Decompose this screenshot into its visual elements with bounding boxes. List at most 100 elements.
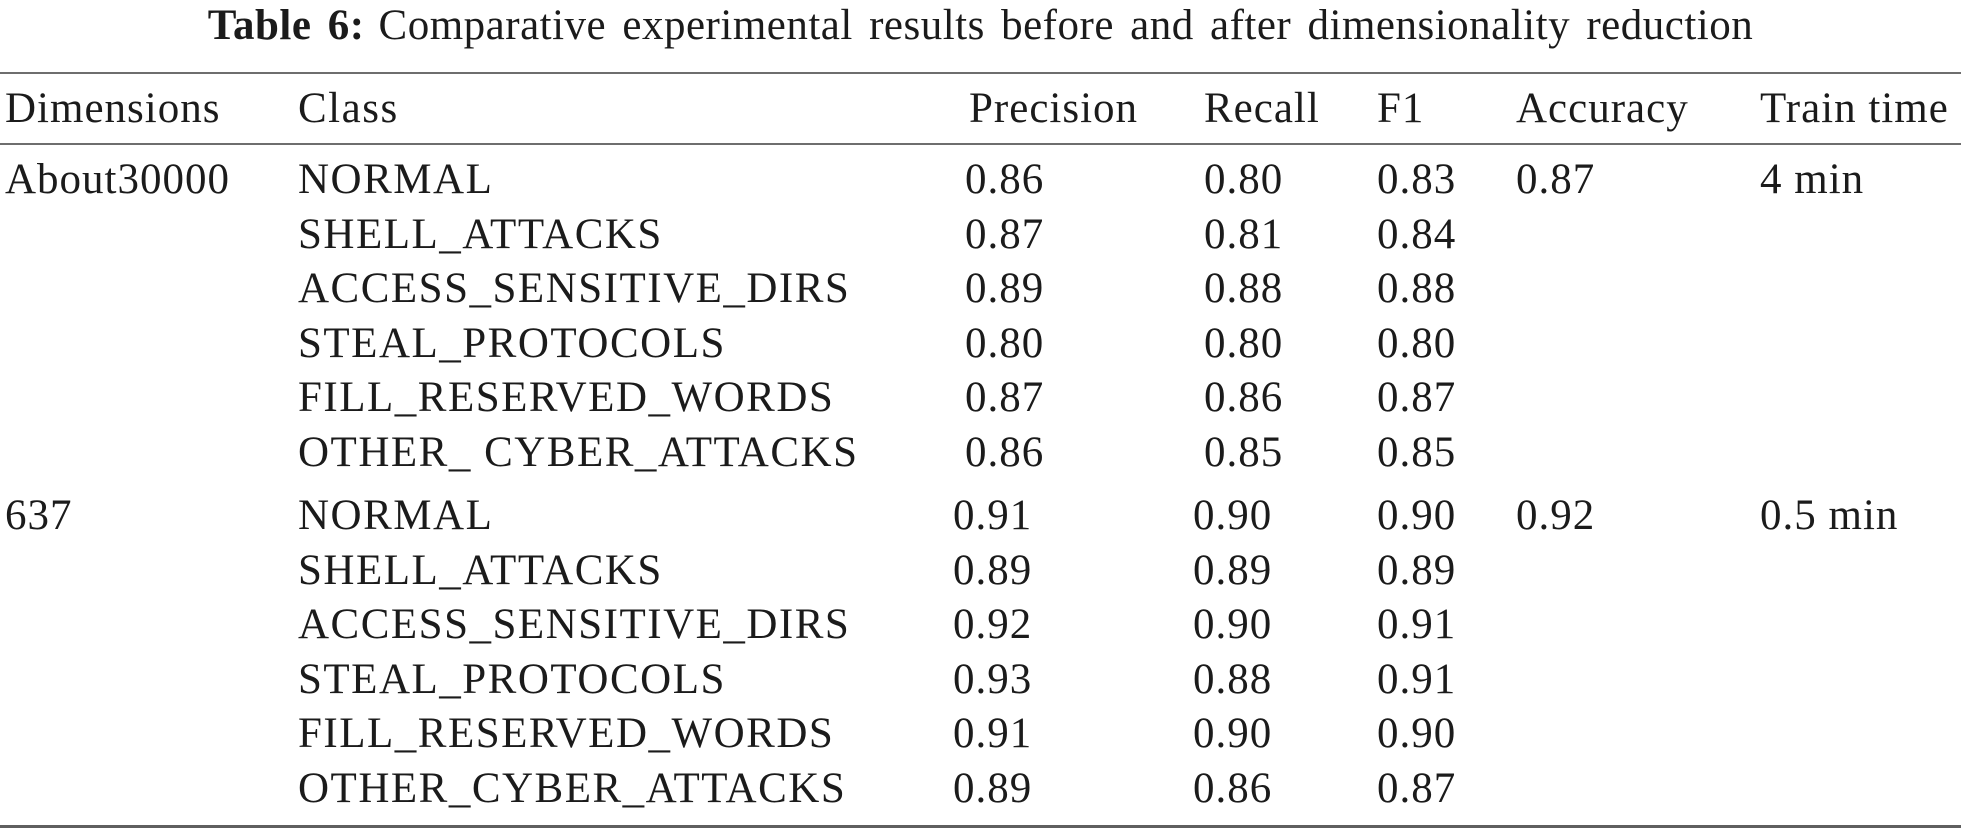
f1-cell: 0.84 bbox=[1377, 210, 1457, 258]
table-caption-label: Table 6: bbox=[207, 2, 365, 49]
class-cell: OTHER_CYBER_ATTACKS bbox=[298, 764, 847, 812]
class-cell: OTHER_ CYBER_ATTACKS bbox=[298, 428, 859, 476]
recall-cell: 0.86 bbox=[1204, 374, 1284, 421]
accuracy-cell bbox=[1516, 426, 1760, 481]
column-header-f1: F1 bbox=[1377, 85, 1425, 132]
table-row: SHELL_ATTACKS 0.89 0.89 0.89 bbox=[0, 544, 1961, 599]
table-row: About30000 NORMAL 0.86 0.80 0.83 0.87 4 … bbox=[0, 153, 1961, 208]
f1-cell: 0.91 bbox=[1377, 655, 1457, 703]
class-cell: STEAL_PROTOCOLS bbox=[298, 319, 726, 367]
class-cell: FILL_RESERVED_WORDS bbox=[298, 710, 835, 757]
recall-cell: 0.80 bbox=[1204, 319, 1284, 367]
recall-cell: 0.90 bbox=[1193, 601, 1273, 648]
class-cell: STEAL_PROTOCOLS bbox=[298, 655, 726, 703]
accuracy-cell bbox=[1516, 317, 1760, 372]
precision-cell: 0.87 bbox=[965, 210, 1045, 258]
train-time-cell bbox=[1760, 544, 1961, 599]
accuracy-cell bbox=[1516, 707, 1760, 762]
accuracy-cell bbox=[1516, 208, 1760, 263]
recall-cell: 0.86 bbox=[1193, 764, 1273, 812]
class-cell: ACCESS_SENSITIVE_DIRS bbox=[298, 265, 851, 312]
dimensions-cell bbox=[0, 426, 298, 481]
f1-cell: 0.87 bbox=[1377, 374, 1457, 421]
table-row: STEAL_PROTOCOLS 0.93 0.88 0.91 bbox=[0, 653, 1961, 708]
f1-cell: 0.91 bbox=[1377, 601, 1457, 648]
precision-cell: 0.87 bbox=[965, 374, 1045, 421]
precision-cell: 0.89 bbox=[953, 546, 1033, 594]
train-time-cell: 0.5 min bbox=[1760, 492, 1899, 539]
column-header-recall: Recall bbox=[1204, 85, 1320, 132]
precision-cell: 0.86 bbox=[965, 156, 1045, 203]
column-header-dimensions: Dimensions bbox=[5, 85, 221, 132]
recall-cell: 0.80 bbox=[1204, 156, 1284, 203]
class-cell: SHELL_ATTACKS bbox=[298, 210, 663, 258]
table-row: OTHER_CYBER_ATTACKS 0.89 0.86 0.87 bbox=[0, 762, 1961, 817]
accuracy-cell bbox=[1516, 598, 1760, 653]
dimensions-cell bbox=[0, 544, 298, 599]
column-header-train-time: Train time bbox=[1760, 85, 1949, 132]
table-body: About30000 NORMAL 0.86 0.80 0.83 0.87 4 … bbox=[0, 153, 1961, 828]
train-time-cell bbox=[1760, 762, 1961, 817]
dimension-group-before-reduction: About30000 NORMAL 0.86 0.80 0.83 0.87 4 … bbox=[0, 153, 1961, 480]
train-time-cell bbox=[1760, 262, 1961, 317]
train-time-cell bbox=[1760, 707, 1961, 762]
table-header-row: Dimensions Class Precision Recall F1 Acc… bbox=[0, 72, 1961, 145]
train-time-cell bbox=[1760, 317, 1961, 372]
train-time-cell: 4 min bbox=[1760, 156, 1865, 203]
class-cell: NORMAL bbox=[298, 492, 494, 539]
recall-cell: 0.81 bbox=[1204, 210, 1284, 258]
table-caption-text: Comparative experimental results before … bbox=[378, 2, 1754, 49]
dimensions-cell bbox=[0, 653, 298, 708]
class-cell: FILL_RESERVED_WORDS bbox=[298, 374, 835, 421]
class-cell: NORMAL bbox=[298, 156, 494, 203]
accuracy-cell: 0.92 bbox=[1516, 492, 1596, 539]
accuracy-cell: 0.87 bbox=[1516, 156, 1596, 203]
f1-cell: 0.89 bbox=[1377, 546, 1457, 594]
recall-cell: 0.88 bbox=[1204, 265, 1284, 312]
column-header-accuracy: Accuracy bbox=[1516, 85, 1689, 132]
train-time-cell bbox=[1760, 653, 1961, 708]
accuracy-cell bbox=[1516, 371, 1760, 426]
table-row: ACCESS_SENSITIVE_DIRS 0.89 0.88 0.88 bbox=[0, 262, 1961, 317]
accuracy-cell bbox=[1516, 544, 1760, 599]
dimensions-cell bbox=[0, 598, 298, 653]
table-row: ACCESS_SENSITIVE_DIRS 0.92 0.90 0.91 bbox=[0, 598, 1961, 653]
precision-cell: 0.91 bbox=[953, 710, 1033, 757]
precision-cell: 0.86 bbox=[965, 428, 1045, 476]
f1-cell: 0.85 bbox=[1377, 428, 1457, 476]
recall-cell: 0.89 bbox=[1193, 546, 1273, 594]
precision-cell: 0.92 bbox=[953, 601, 1033, 648]
precision-cell: 0.91 bbox=[953, 492, 1033, 539]
dimensions-cell bbox=[0, 317, 298, 372]
train-time-cell bbox=[1760, 208, 1961, 263]
train-time-cell bbox=[1760, 426, 1961, 481]
table-row: FILL_RESERVED_WORDS 0.87 0.86 0.87 bbox=[0, 371, 1961, 426]
table-row: SHELL_ATTACKS 0.87 0.81 0.84 bbox=[0, 208, 1961, 263]
dimensions-cell: 637 bbox=[5, 492, 73, 539]
dimensions-cell bbox=[0, 707, 298, 762]
accuracy-cell bbox=[1516, 262, 1760, 317]
f1-cell: 0.80 bbox=[1377, 319, 1457, 367]
class-cell: ACCESS_SENSITIVE_DIRS bbox=[298, 601, 851, 648]
recall-cell: 0.88 bbox=[1193, 655, 1273, 703]
precision-cell: 0.89 bbox=[965, 265, 1045, 312]
accuracy-cell bbox=[1516, 653, 1760, 708]
f1-cell: 0.90 bbox=[1377, 492, 1457, 539]
precision-cell: 0.89 bbox=[953, 764, 1033, 812]
f1-cell: 0.88 bbox=[1377, 265, 1457, 312]
column-header-class: Class bbox=[298, 85, 399, 132]
column-header-precision: Precision bbox=[969, 85, 1139, 132]
recall-cell: 0.90 bbox=[1193, 492, 1273, 539]
dimensions-cell: About30000 bbox=[5, 156, 230, 203]
accuracy-cell bbox=[1516, 762, 1760, 817]
train-time-cell bbox=[1760, 371, 1961, 426]
dimensions-cell bbox=[0, 762, 298, 817]
recall-cell: 0.90 bbox=[1193, 710, 1273, 757]
table-row: STEAL_PROTOCOLS 0.80 0.80 0.80 bbox=[0, 317, 1961, 372]
table-row: FILL_RESERVED_WORDS 0.91 0.90 0.90 bbox=[0, 707, 1961, 762]
table-row: 637 NORMAL 0.91 0.90 0.90 0.92 0.5 min bbox=[0, 489, 1961, 544]
dimensions-cell bbox=[0, 262, 298, 317]
table-row: OTHER_ CYBER_ATTACKS 0.86 0.85 0.85 bbox=[0, 426, 1961, 481]
precision-cell: 0.80 bbox=[965, 319, 1045, 367]
